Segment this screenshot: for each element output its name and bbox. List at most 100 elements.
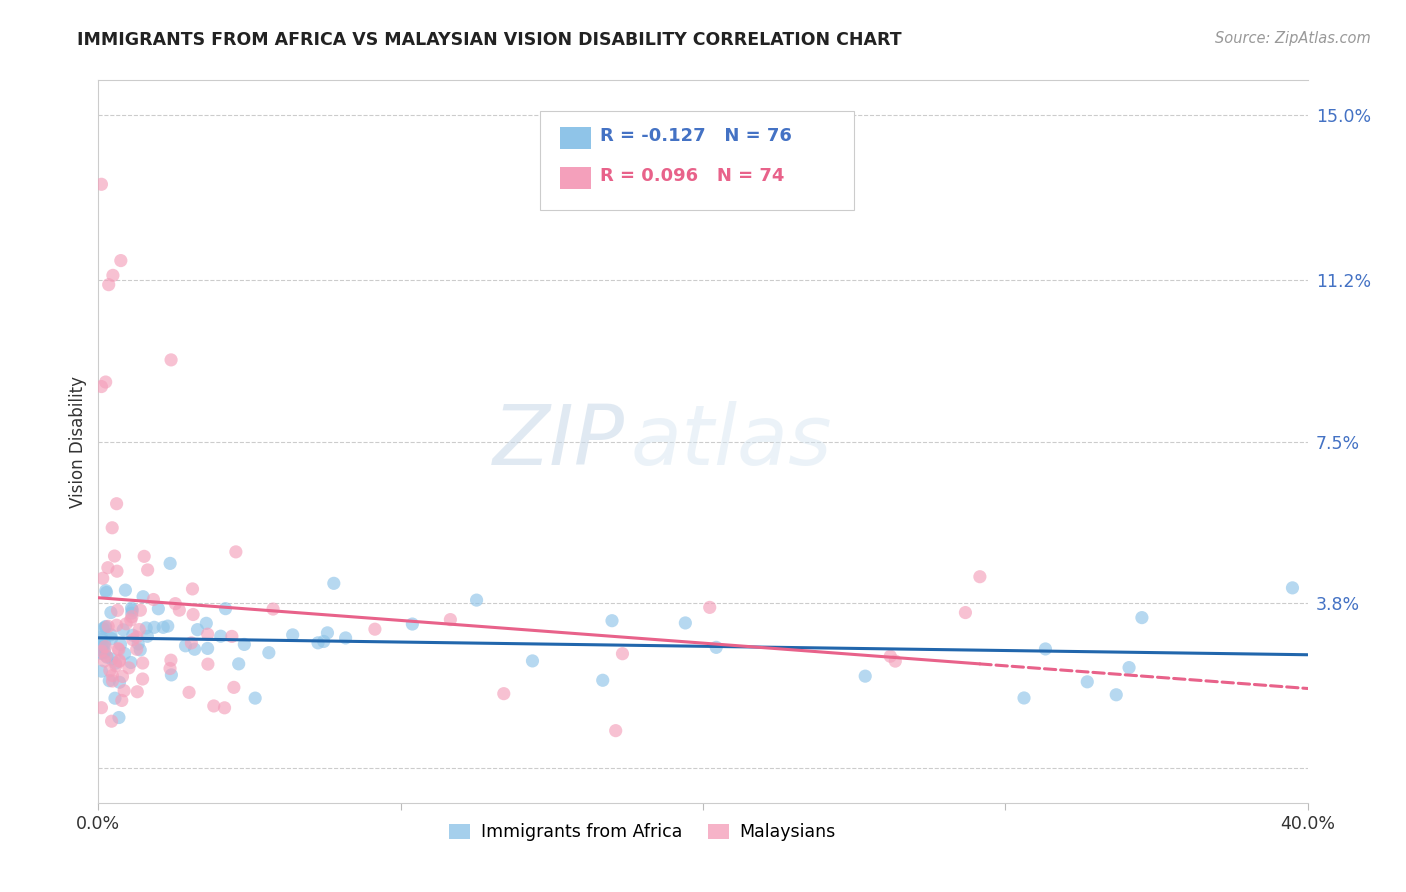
Point — [492, 687, 515, 701]
Point — [111, 693, 134, 707]
Point — [94, 619, 117, 633]
Point — [132, 590, 155, 604]
Point — [181, 582, 204, 596]
Point — [183, 642, 205, 657]
Point — [120, 656, 142, 670]
Point — [93, 654, 115, 668]
Point — [335, 631, 357, 645]
Point — [281, 628, 304, 642]
Point — [180, 636, 202, 650]
Point — [159, 557, 181, 571]
Point — [93, 645, 115, 659]
Point — [105, 564, 128, 578]
Point — [134, 549, 156, 564]
Point — [105, 497, 128, 511]
Point — [197, 627, 219, 641]
Point — [1118, 660, 1140, 674]
Text: IMMIGRANTS FROM AFRICA VS MALAYSIAN VISION DISABILITY CORRELATION CHART: IMMIGRANTS FROM AFRICA VS MALAYSIAN VISI… — [77, 31, 903, 49]
Point — [1105, 688, 1128, 702]
Point — [125, 642, 148, 657]
Point — [108, 642, 131, 657]
Point — [100, 632, 122, 646]
Point — [257, 646, 280, 660]
Point — [221, 629, 243, 643]
FancyBboxPatch shape — [561, 128, 591, 149]
Point — [136, 563, 159, 577]
Point — [100, 714, 122, 729]
Point — [131, 656, 153, 670]
Point — [108, 653, 131, 667]
Text: ZIP: ZIP — [492, 401, 624, 482]
Point — [118, 661, 141, 675]
Point — [165, 597, 187, 611]
Point — [93, 640, 115, 654]
Point — [214, 601, 236, 615]
Point — [90, 630, 112, 644]
Point — [186, 623, 208, 637]
Point — [90, 647, 112, 661]
Point — [105, 618, 128, 632]
Point — [160, 668, 183, 682]
Point — [884, 654, 907, 668]
Point — [101, 673, 124, 688]
Point — [699, 600, 721, 615]
FancyBboxPatch shape — [561, 167, 591, 189]
Point — [110, 637, 132, 651]
Point — [243, 691, 266, 706]
Point — [120, 613, 142, 627]
Point — [853, 669, 876, 683]
Point — [129, 603, 152, 617]
Point — [1012, 690, 1035, 705]
Point — [93, 636, 115, 650]
Y-axis label: Vision Disability: Vision Disability — [69, 376, 87, 508]
Point — [673, 615, 696, 630]
Point — [233, 637, 256, 651]
Point — [159, 661, 181, 675]
Point — [90, 646, 112, 660]
Point — [181, 607, 204, 622]
Point — [128, 623, 150, 637]
Text: R = 0.096   N = 74: R = 0.096 N = 74 — [600, 167, 785, 185]
Point — [90, 379, 112, 393]
Point — [97, 277, 120, 292]
Point — [214, 701, 236, 715]
Point — [100, 628, 122, 642]
Point — [439, 613, 461, 627]
Point — [90, 178, 112, 192]
Point — [135, 621, 157, 635]
Point — [156, 619, 179, 633]
Point — [90, 664, 112, 678]
Point — [222, 681, 245, 695]
Point — [465, 593, 488, 607]
Point — [100, 606, 122, 620]
Point — [401, 617, 423, 632]
Point — [90, 644, 112, 658]
Point — [1035, 642, 1057, 657]
Point — [131, 672, 153, 686]
Point — [114, 647, 136, 661]
Point — [121, 603, 143, 617]
Point — [97, 560, 120, 574]
Point — [228, 657, 250, 671]
Point — [364, 622, 387, 636]
Point — [98, 664, 121, 678]
Point — [110, 253, 132, 268]
Point — [108, 654, 131, 668]
Point — [90, 632, 112, 647]
Point — [104, 657, 127, 671]
Point — [98, 673, 121, 688]
Point — [704, 640, 727, 655]
Point — [96, 650, 118, 665]
Point — [108, 710, 131, 724]
Point — [1281, 581, 1303, 595]
Point — [197, 657, 219, 672]
Point — [879, 649, 901, 664]
Text: atlas: atlas — [630, 401, 832, 482]
Point — [307, 636, 329, 650]
Point — [125, 630, 148, 644]
Point — [969, 570, 991, 584]
Point — [101, 521, 124, 535]
FancyBboxPatch shape — [540, 111, 855, 211]
Point — [104, 658, 127, 673]
Point — [177, 685, 200, 699]
